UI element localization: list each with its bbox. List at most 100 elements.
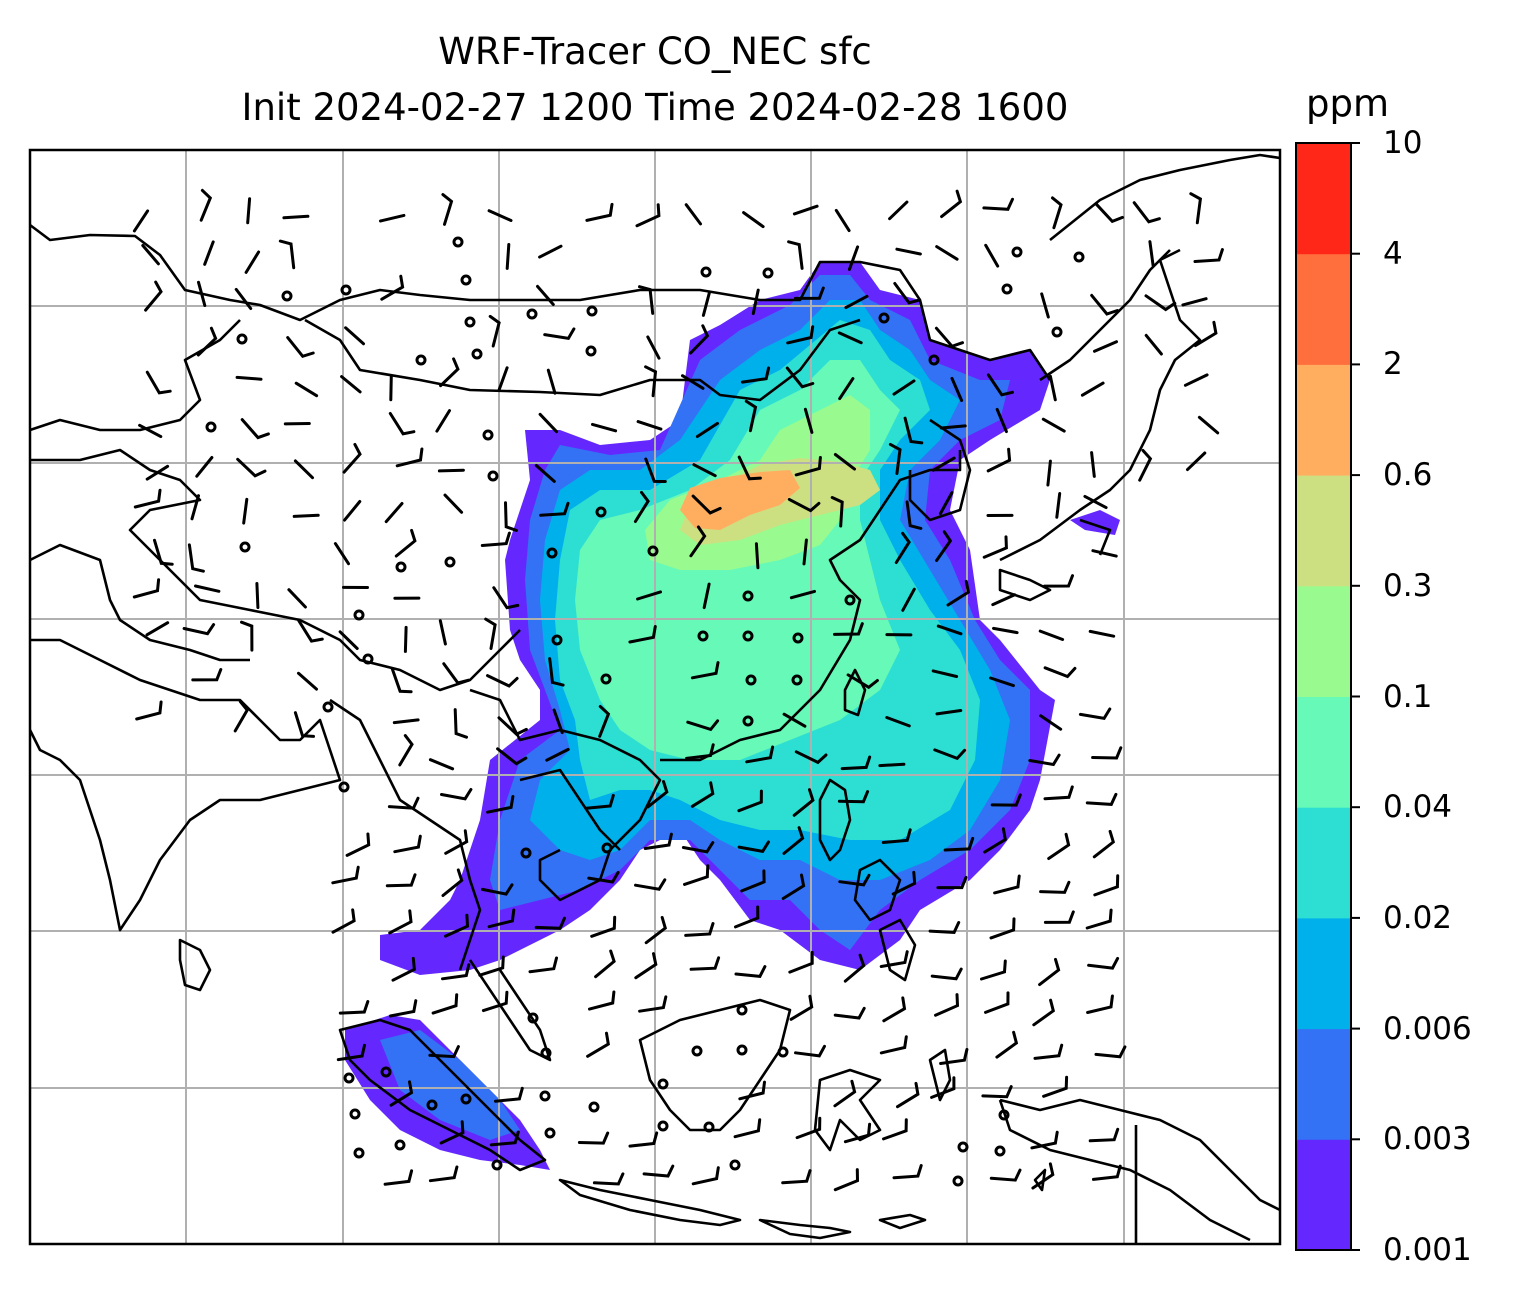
- wind-barb: [984, 991, 1010, 1014]
- wind-barb: [145, 464, 170, 481]
- wind-barb: [745, 745, 775, 764]
- wind-barb: [879, 1035, 908, 1055]
- calm-wind-marker: [792, 632, 804, 644]
- colorbar-tick-label: 10: [1383, 125, 1423, 161]
- wind-barb: [794, 750, 828, 765]
- wind-barb: [882, 1118, 908, 1141]
- wind-barb: [781, 1169, 812, 1185]
- colorbar-segment: [1296, 917, 1351, 1030]
- calm-wind-marker: [657, 1078, 669, 1090]
- wind-barb: [287, 588, 307, 609]
- wind-barb: [592, 1172, 625, 1186]
- wind-barb: [846, 673, 879, 690]
- wind-barb: [634, 878, 667, 891]
- calm-wind-marker: [540, 1047, 552, 1059]
- wind-barb: [191, 668, 223, 682]
- wind-barb: [489, 1130, 520, 1147]
- wind-barb: [1033, 1043, 1064, 1060]
- wind-barb: [240, 620, 254, 652]
- colorbar-segment: [1296, 143, 1351, 255]
- calm-wind-marker: [791, 674, 803, 686]
- wind-barb: [878, 762, 906, 768]
- wind-barb: [795, 1116, 822, 1140]
- wind-barb: [588, 990, 616, 1011]
- calm-wind-marker: [601, 842, 613, 854]
- wind-barb: [1048, 374, 1057, 402]
- wind-barb: [989, 917, 1016, 940]
- wind-barb: [644, 916, 668, 945]
- wind-barb: [740, 366, 771, 384]
- wind-barb: [1043, 910, 1075, 924]
- wind-barb: [833, 1006, 866, 1020]
- calm-wind-marker: [878, 312, 890, 324]
- wind-barb: [931, 669, 959, 678]
- calm-wind-marker: [491, 1159, 503, 1171]
- wind-barb: [744, 399, 758, 433]
- wind-barb: [843, 953, 866, 983]
- wind-barb: [153, 538, 174, 566]
- wind-barb: [930, 967, 963, 981]
- wind-barb: [1042, 1075, 1069, 1098]
- wind-barb: [1038, 629, 1065, 641]
- wind-barb: [888, 200, 909, 221]
- wind-barb: [692, 463, 717, 478]
- calm-wind-marker: [236, 333, 248, 345]
- wind-barb: [702, 582, 711, 610]
- wind-barb: [943, 836, 975, 852]
- wind-barb: [439, 1120, 465, 1145]
- wind-barb: [536, 284, 555, 306]
- wind-barb: [1091, 746, 1123, 760]
- wind-barb: [1132, 201, 1161, 224]
- wind-barb: [695, 421, 719, 438]
- wind-barb: [1183, 373, 1209, 387]
- wind-barb: [333, 542, 350, 566]
- wind-barb: [785, 366, 815, 389]
- wind-barb: [389, 1080, 414, 1107]
- wind-barb: [892, 1164, 923, 1180]
- colorbar-segment: [1296, 696, 1351, 808]
- colorbar-tick-label: 0.02: [1383, 899, 1453, 936]
- wind-barb: [345, 832, 371, 857]
- contour-fill-0.003-south: [380, 1030, 520, 1140]
- wind-barb: [838, 377, 855, 401]
- calm-wind-marker: [482, 429, 494, 441]
- calm-wind-marker: [460, 274, 472, 286]
- wind-barb: [388, 412, 416, 436]
- wind-barb: [145, 621, 170, 637]
- wind-barb: [980, 959, 1007, 981]
- wind-barb: [393, 834, 422, 854]
- wind-barb: [486, 795, 515, 814]
- calm-wind-marker: [1011, 246, 1023, 258]
- calm-wind-marker: [742, 630, 754, 642]
- wind-barb: [1043, 785, 1074, 801]
- wind-barb: [737, 455, 762, 481]
- wind-barb: [439, 357, 460, 388]
- wind-barb: [494, 1086, 524, 1103]
- colorbar-segment: [1296, 364, 1351, 476]
- wind-barb: [1094, 1045, 1127, 1059]
- wind-barb: [481, 883, 514, 896]
- wind-barb: [487, 209, 513, 222]
- wind-barb: [628, 1131, 659, 1148]
- wind-barb: [892, 379, 916, 396]
- calm-wind-marker: [586, 305, 598, 317]
- wind-barb: [1039, 714, 1063, 731]
- wind-barb: [895, 247, 922, 256]
- wind-barb: [428, 758, 455, 771]
- wind-barb: [340, 375, 362, 394]
- wind-barb: [934, 326, 964, 349]
- colorbar-segment: [1296, 807, 1351, 919]
- wind-barb: [1085, 792, 1118, 806]
- wind-barb: [786, 325, 815, 345]
- wind-barb: [539, 501, 570, 517]
- wind-barb: [935, 530, 953, 562]
- wind-barb: [940, 189, 963, 219]
- wind-barb: [293, 459, 314, 480]
- calm-wind-marker: [600, 673, 612, 685]
- contour-fill-0.001-east: [1070, 510, 1120, 535]
- wind-barb: [379, 213, 406, 223]
- wind-barb: [1043, 666, 1077, 679]
- wind-barb: [395, 447, 424, 468]
- wind-barb: [132, 578, 161, 599]
- wind-barb: [781, 873, 806, 900]
